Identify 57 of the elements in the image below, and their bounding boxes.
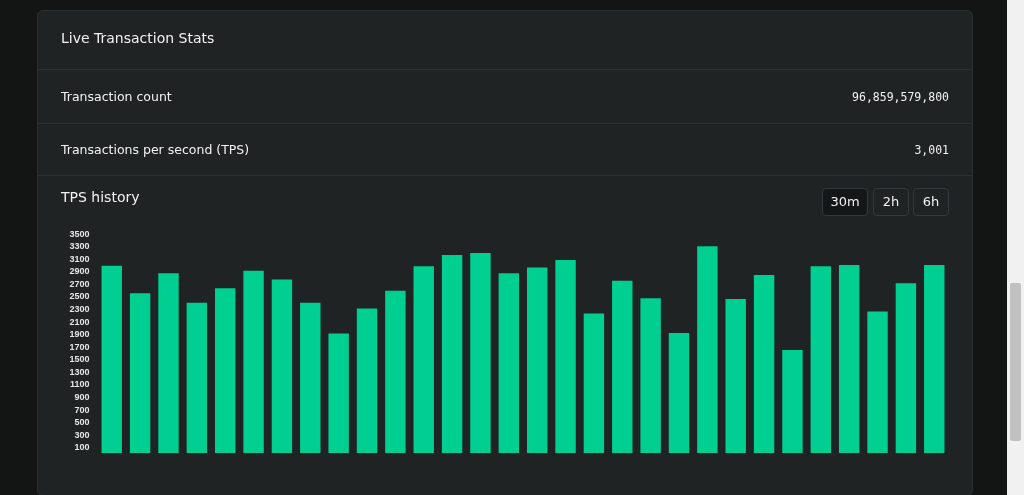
- bar: [214, 288, 236, 453]
- bar: [328, 333, 349, 453]
- y-tick-label: 1700: [69, 341, 90, 352]
- y-tick-label: 2700: [69, 278, 90, 289]
- y-tick-label: 3100: [69, 253, 90, 264]
- bar: [526, 267, 548, 453]
- bar: [498, 273, 520, 453]
- bar: [271, 279, 293, 453]
- chart-title: Live Transaction Stats: [61, 30, 215, 46]
- y-tick-label: 500: [74, 417, 90, 428]
- y-tick-label: 1300: [69, 366, 90, 377]
- bar: [810, 266, 832, 453]
- bar: [668, 332, 690, 453]
- y-tick-label: 2300: [69, 303, 90, 314]
- bar: [753, 275, 775, 453]
- y-tick-label: 1100: [69, 379, 90, 390]
- bar: [838, 265, 860, 453]
- bar: [612, 280, 633, 453]
- bar: [385, 290, 406, 453]
- y-tick-label: 1900: [69, 329, 90, 340]
- bar: [158, 273, 179, 453]
- bar: [924, 265, 945, 453]
- bar: [725, 299, 746, 453]
- bar: [555, 260, 576, 453]
- bar: [243, 270, 264, 453]
- y-tick-label: 2900: [69, 266, 90, 277]
- text: Transaction count: [61, 89, 172, 104]
- bar: [300, 302, 321, 453]
- y-tick-label: 100: [74, 442, 90, 453]
- bar: [101, 265, 122, 453]
- bar: [782, 349, 803, 453]
- y-tick-label: 2500: [69, 291, 90, 302]
- chart-subtitle: TPS history: [61, 189, 140, 205]
- y-tick-label: 300: [74, 429, 90, 440]
- y-tick-label: 2100: [69, 316, 90, 327]
- text: 30m: [822, 188, 868, 216]
- y-tick-label: 900: [74, 391, 90, 402]
- bar: [640, 298, 661, 453]
- text: Transactions per second (TPS): [61, 142, 250, 157]
- bar: [697, 246, 718, 453]
- y-tick-label: 700: [74, 404, 90, 415]
- y-tick-label: 3300: [69, 241, 90, 252]
- text: 2h: [873, 188, 909, 216]
- y-tick-label: 1500: [69, 354, 90, 365]
- bar: [356, 308, 378, 453]
- bar: [583, 313, 605, 453]
- y-tick-label: 3500: [69, 228, 90, 239]
- bar: [470, 253, 491, 453]
- text: 96,859,579,800: [852, 90, 949, 104]
- text: 3,001: [914, 143, 949, 157]
- text: 6h: [913, 188, 949, 216]
- bar: [129, 293, 151, 453]
- bar: [895, 283, 917, 453]
- bar: [867, 311, 888, 453]
- bar: [413, 266, 434, 453]
- bar: [441, 255, 463, 453]
- bar: [186, 302, 208, 453]
